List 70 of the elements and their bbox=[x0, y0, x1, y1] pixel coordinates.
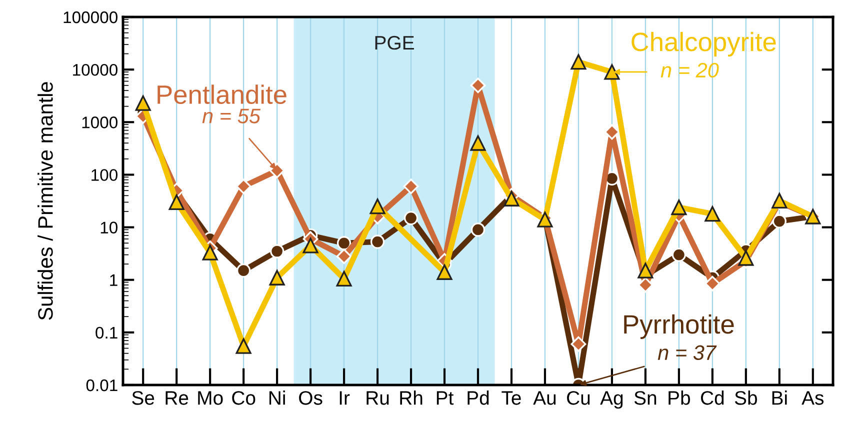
x-tick-label: Se bbox=[132, 391, 154, 405]
point bbox=[336, 236, 352, 250]
point bbox=[370, 198, 386, 214]
y-tick-label: 10 bbox=[100, 222, 118, 234]
point bbox=[604, 64, 620, 80]
x-tick-label: Re bbox=[166, 391, 188, 405]
x-tick-label: Pd bbox=[468, 390, 489, 405]
x-tick-label: Au bbox=[533, 391, 556, 405]
point bbox=[270, 244, 284, 258]
point bbox=[570, 336, 586, 352]
x-tick-label: Ag bbox=[600, 391, 623, 409]
y-tick-label: 100 bbox=[92, 169, 118, 181]
point bbox=[704, 276, 720, 292]
point bbox=[704, 206, 720, 222]
point bbox=[504, 190, 520, 206]
point bbox=[470, 222, 486, 237]
point bbox=[370, 234, 385, 249]
point bbox=[236, 338, 252, 354]
band-label: PGE bbox=[375, 36, 414, 50]
point bbox=[236, 178, 252, 194]
point bbox=[269, 162, 285, 178]
series-label: Pyrrhotite bbox=[624, 314, 734, 339]
point bbox=[672, 248, 686, 262]
x-tick-label: Cu bbox=[567, 391, 590, 405]
annotation: n = 20 bbox=[660, 62, 719, 78]
x-tick-label: Sb bbox=[734, 390, 757, 405]
x-tick-label: Ir bbox=[340, 391, 350, 405]
x-tick-label: Co bbox=[232, 391, 256, 405]
x-tick-label: Bi bbox=[772, 390, 787, 405]
point bbox=[638, 262, 654, 278]
series-label: Chalcopyrite bbox=[632, 32, 776, 56]
x-tick-label: Cd bbox=[700, 390, 724, 405]
x-tick-label: Sn bbox=[634, 391, 656, 405]
x-tick-label: Mo bbox=[198, 391, 223, 405]
point bbox=[772, 214, 786, 228]
y-tick-label: 1000 bbox=[82, 116, 118, 128]
y-tick-label: 0.1 bbox=[96, 326, 118, 339]
y-tick-label: 100000 bbox=[64, 11, 118, 24]
point bbox=[403, 178, 419, 194]
x-tick-label: Ru bbox=[366, 391, 389, 405]
y-tick-label: 10000 bbox=[73, 64, 118, 76]
x-tick-label: Pt bbox=[436, 391, 454, 405]
y-tick-label: 0.01 bbox=[86, 379, 118, 392]
point bbox=[202, 244, 218, 260]
point bbox=[302, 238, 318, 254]
annotation: n = 37 bbox=[658, 345, 717, 360]
point bbox=[470, 135, 486, 151]
point bbox=[269, 270, 285, 286]
x-tick-label: Ni bbox=[269, 390, 285, 405]
x-tick-label: Te bbox=[502, 391, 521, 405]
x-tick-label: Os bbox=[299, 391, 322, 405]
point bbox=[738, 250, 754, 266]
point bbox=[336, 270, 352, 287]
point bbox=[168, 194, 184, 210]
point bbox=[404, 210, 418, 226]
point bbox=[470, 78, 486, 94]
point bbox=[436, 264, 452, 280]
point bbox=[671, 200, 687, 216]
x-tick-label: Pb bbox=[668, 390, 690, 405]
point bbox=[135, 95, 151, 111]
point bbox=[638, 277, 654, 293]
series-label: Pentlandite bbox=[158, 84, 286, 104]
point bbox=[336, 248, 352, 264]
point bbox=[236, 264, 251, 278]
x-tick-label: Rh bbox=[400, 390, 422, 405]
annotation: n = 55 bbox=[202, 108, 261, 124]
x-tick-label: As bbox=[802, 391, 824, 405]
point bbox=[570, 54, 586, 70]
y-axis-title: Sulfides / Primitive mantle bbox=[38, 82, 53, 320]
y-tick-label: 1 bbox=[110, 274, 118, 286]
